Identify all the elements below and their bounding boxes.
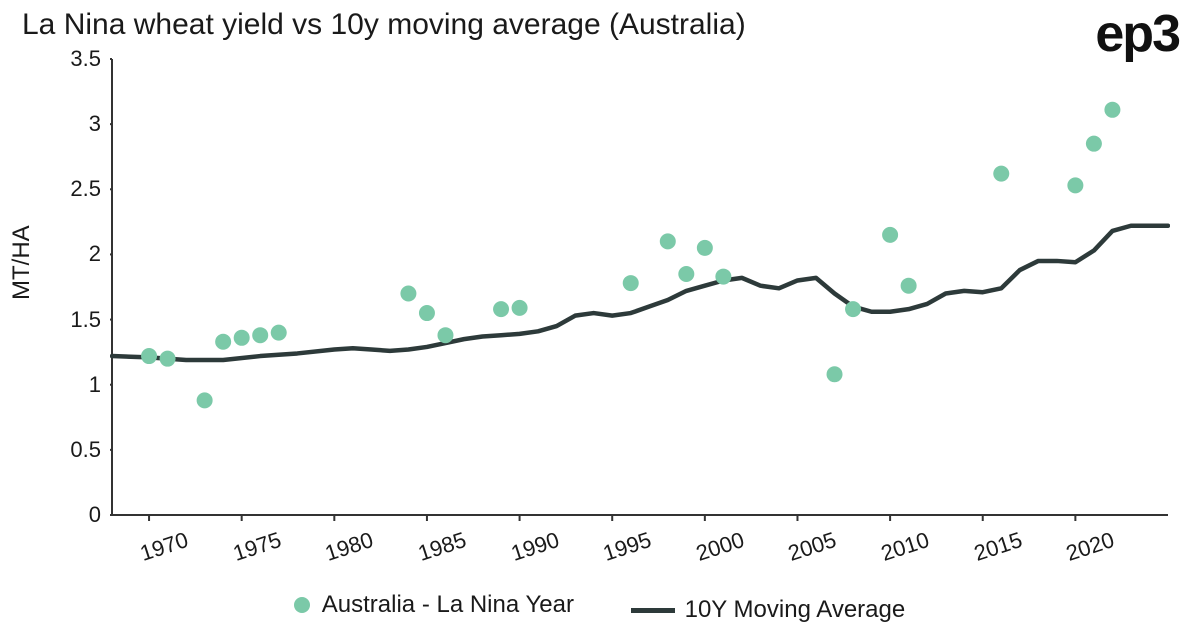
chart-container: La Nina wheat yield vs 10y moving averag… [0,0,1199,630]
legend-item-scatter: Australia - La Nina Year [294,591,574,619]
chart-title: La Nina wheat yield vs 10y moving averag… [22,8,746,42]
y-tick-label: 0 [89,502,101,528]
y-tick-label: 1 [89,372,101,398]
legend-label-line: 10Y Moving Average [685,596,906,624]
legend-item-line: 10Y Moving Average [631,596,906,624]
chart-plot-area [110,55,1170,545]
y-tick-label: 2.5 [70,176,101,202]
y-tick-label: 2 [89,241,101,267]
y-tick-label: 3 [89,111,101,137]
legend: Australia - La Nina Year 10Y Moving Aver… [0,591,1199,625]
legend-marker-dot [294,597,310,613]
y-tick-label: 3.5 [70,46,101,72]
ep3-logo: ep3 [1095,8,1179,60]
legend-label-scatter: Australia - La Nina Year [322,591,574,619]
y-tick-label: 0.5 [70,437,101,463]
y-axis-label: MT/HA [8,225,36,300]
y-tick-label: 1.5 [70,307,101,333]
legend-marker-line [631,608,675,613]
